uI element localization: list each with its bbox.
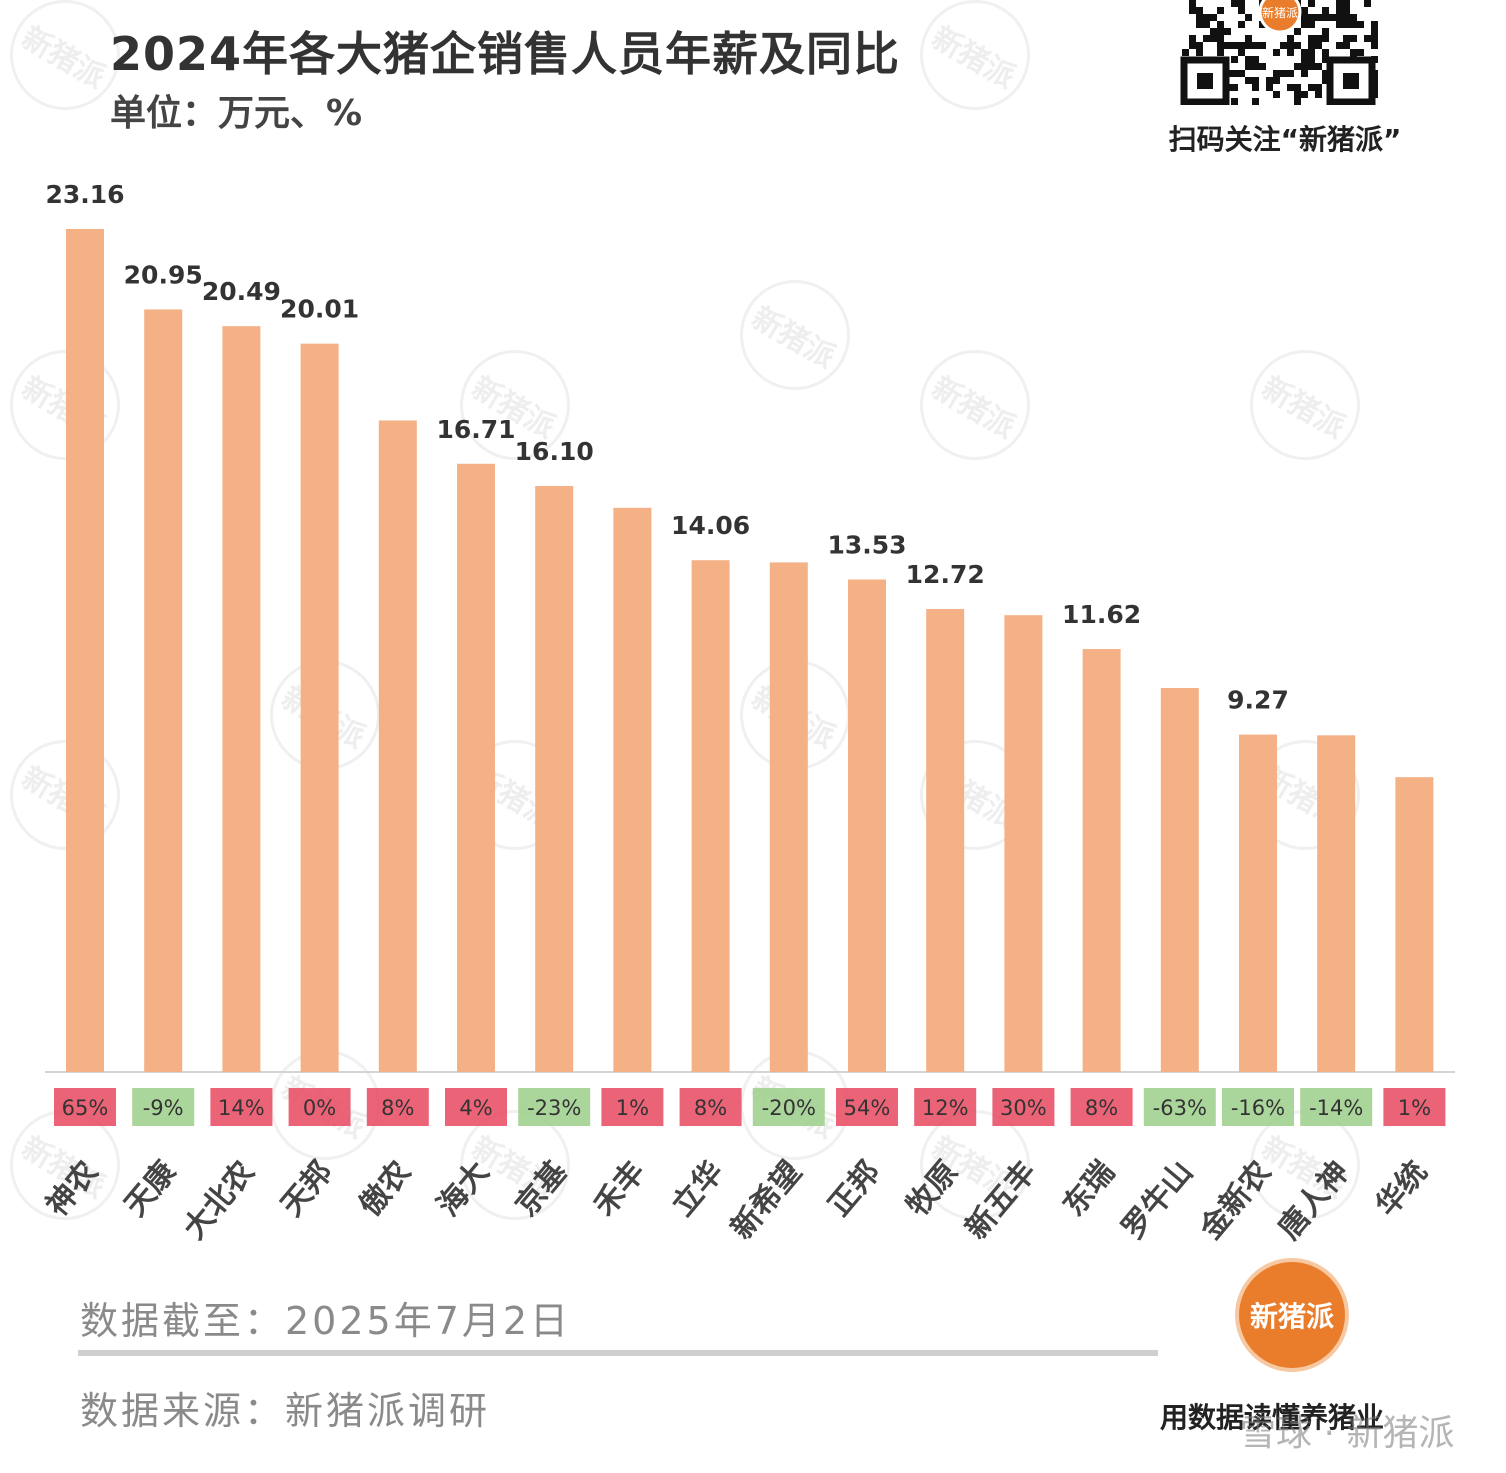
x-tick-label: 新五丰 — [959, 1155, 1044, 1246]
platform-watermark: 雪球 · 新猪派 — [1240, 1413, 1455, 1454]
x-tick-label: 正邦 — [822, 1155, 887, 1223]
yoy-badge — [679, 1088, 742, 1126]
x-tick-label: 唐人神 — [1272, 1155, 1357, 1246]
x-tick-label: 神农 — [40, 1155, 105, 1223]
yoy-badge — [132, 1088, 195, 1126]
x-tick-label: 禾丰 — [587, 1155, 652, 1223]
yoy-label: 8% — [381, 1096, 414, 1120]
data-label: 23.16 — [45, 180, 124, 209]
yoy-label: 8% — [694, 1096, 727, 1120]
x-tick-label: 牧原 — [900, 1155, 965, 1223]
bar — [222, 326, 261, 1072]
brand-logo: 新猪派 — [1235, 1258, 1349, 1372]
x-tick-label: 金新农 — [1193, 1155, 1278, 1247]
data-label: 20.95 — [124, 260, 203, 289]
unit-label: 单位：万元、% — [110, 93, 363, 134]
bar — [300, 343, 339, 1072]
data-label: 20.49 — [202, 277, 281, 306]
yoy-label: -9% — [143, 1096, 184, 1120]
x-tick-label: 新希望 — [724, 1155, 809, 1246]
x-tick-label: 大北农 — [177, 1155, 262, 1246]
bar — [769, 562, 808, 1072]
chart-title: 2024年各大猪企销售人员年薪及同比 — [110, 27, 901, 81]
yoy-badge — [992, 1088, 1055, 1126]
x-tick-label: 海大 — [431, 1155, 496, 1223]
yoy-badge — [1143, 1088, 1216, 1126]
yoy-label: -23% — [527, 1096, 581, 1120]
x-tick-label: 华统 — [1369, 1155, 1434, 1223]
yoy-badge — [836, 1088, 898, 1126]
data-label: 14.06 — [671, 511, 750, 540]
x-tick-label: 京基 — [509, 1155, 574, 1223]
bar — [378, 420, 417, 1072]
yoy-badge — [366, 1088, 429, 1126]
yoy-badge — [914, 1088, 977, 1126]
yoy-badge — [210, 1088, 273, 1126]
yoy-badge — [288, 1088, 351, 1126]
yoy-badge — [54, 1088, 116, 1126]
bar — [457, 463, 495, 1072]
yoy-label: -14% — [1309, 1096, 1363, 1120]
yoy-label: 1% — [1398, 1096, 1431, 1120]
x-tick-label: 立华 — [665, 1155, 730, 1223]
data-label: 12.72 — [906, 560, 985, 589]
bar — [613, 507, 652, 1073]
yoy-label: 30% — [1000, 1096, 1047, 1120]
bar-chart: 23.16 65% 神农 20.95 -9% 天康 20.49 14% 大北农 20.01 0% 天邦… — [40, 180, 1455, 1247]
footer-divider — [78, 1350, 1158, 1356]
yoy-label: 0% — [303, 1096, 336, 1120]
bar — [691, 560, 730, 1072]
yoy-label: 12% — [922, 1096, 969, 1120]
yoy-badge — [1300, 1088, 1373, 1126]
yoy-label: -16% — [1231, 1096, 1285, 1120]
bar — [1160, 687, 1199, 1072]
x-tick-label: 天邦 — [274, 1155, 339, 1223]
bar — [66, 229, 104, 1072]
data-label: 9.27 — [1227, 686, 1289, 715]
yoy-badge — [752, 1088, 825, 1126]
bar — [1395, 777, 1434, 1072]
bar — [1317, 735, 1356, 1072]
yoy-badge — [1070, 1088, 1133, 1126]
x-tick-label: 东瑞 — [1056, 1155, 1121, 1223]
data-date: 数据截至：2025年7月2日 — [80, 1299, 572, 1343]
qr-caption: 扫码关注“新猪派” — [1168, 123, 1402, 156]
data-label: 13.53 — [827, 531, 906, 560]
bar — [1004, 615, 1043, 1072]
yoy-label: 65% — [62, 1096, 109, 1120]
yoy-badge — [518, 1088, 591, 1126]
yoy-label: 54% — [844, 1096, 891, 1120]
yoy-label: -63% — [1153, 1096, 1207, 1120]
svg-text:新猪派: 新猪派 — [1262, 5, 1298, 20]
yoy-badge — [1383, 1088, 1446, 1126]
x-tick-label: 傲农 — [353, 1155, 418, 1223]
data-label: 11.62 — [1062, 600, 1141, 629]
data-label: 20.01 — [280, 295, 359, 324]
bar — [1082, 649, 1121, 1072]
yoy-label: -20% — [762, 1096, 816, 1120]
bar — [848, 579, 886, 1072]
bar — [144, 309, 183, 1072]
data-source: 数据来源：新猪派调研 — [80, 1389, 491, 1433]
qr-code[interactable]: 新猪派 — [1180, 0, 1380, 105]
data-label: 16.10 — [515, 437, 594, 466]
yoy-label: 4% — [459, 1096, 492, 1120]
yoy-badge — [601, 1088, 664, 1126]
x-tick-label: 天康 — [118, 1154, 184, 1223]
yoy-badge — [445, 1088, 507, 1126]
data-label: 16.71 — [436, 415, 515, 444]
yoy-label: 8% — [1085, 1096, 1118, 1120]
yoy-badge — [1222, 1088, 1294, 1126]
bar — [535, 485, 574, 1072]
bar — [1239, 734, 1277, 1072]
brand-slogan: 用数据读懂养猪业 — [1160, 1401, 1385, 1434]
yoy-label: 1% — [616, 1096, 649, 1120]
bar — [926, 609, 965, 1072]
x-tick-label: 罗牛山 — [1115, 1155, 1200, 1246]
yoy-label: 14% — [218, 1096, 265, 1120]
